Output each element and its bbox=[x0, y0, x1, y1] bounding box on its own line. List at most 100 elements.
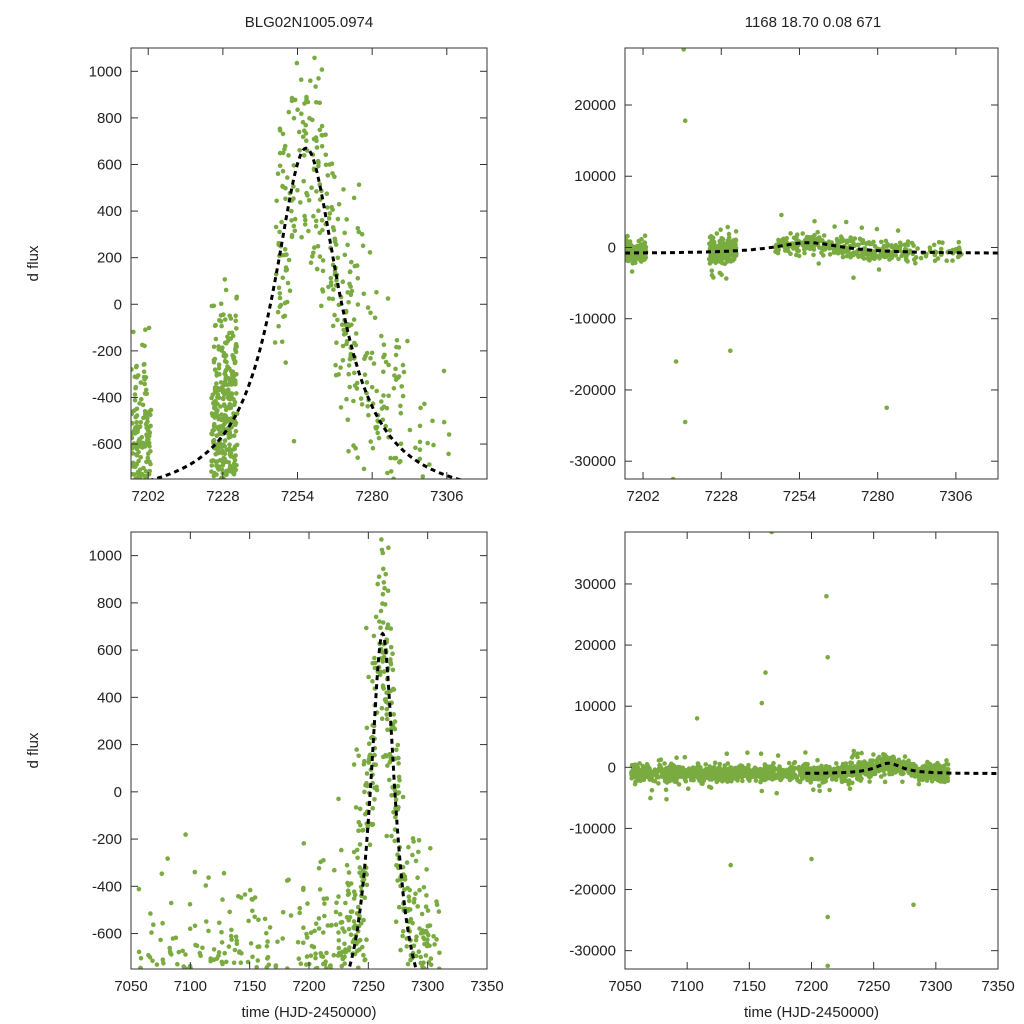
data-point bbox=[725, 761, 731, 766]
data-point bbox=[733, 229, 739, 234]
data-point bbox=[847, 786, 853, 792]
data-point bbox=[641, 777, 647, 782]
data-point bbox=[404, 860, 410, 865]
data-point bbox=[417, 926, 422, 931]
data-point bbox=[815, 757, 820, 763]
data-point bbox=[388, 644, 394, 650]
data-point bbox=[932, 258, 938, 264]
data-point bbox=[748, 773, 754, 779]
data-point bbox=[218, 319, 224, 324]
data-point bbox=[159, 871, 165, 876]
data-point bbox=[344, 339, 350, 344]
data-point bbox=[925, 759, 930, 765]
data-point bbox=[160, 957, 166, 962]
x-tick-label: 7300 bbox=[411, 978, 444, 995]
data-point bbox=[719, 251, 724, 256]
data-point bbox=[227, 397, 233, 402]
data-point bbox=[131, 329, 136, 335]
data-point bbox=[362, 789, 367, 795]
data-point bbox=[319, 67, 325, 72]
data-point bbox=[758, 779, 763, 785]
data-point bbox=[649, 788, 655, 793]
data-point bbox=[893, 242, 899, 248]
data-point bbox=[882, 772, 887, 777]
data-point bbox=[424, 867, 429, 872]
y-tick-label: -10000 bbox=[569, 820, 616, 837]
data-point bbox=[262, 916, 268, 922]
data-point bbox=[274, 198, 280, 204]
data-point bbox=[374, 424, 380, 430]
data-point bbox=[230, 353, 235, 358]
data-point bbox=[328, 275, 334, 281]
data-point bbox=[779, 212, 784, 218]
data-point bbox=[913, 255, 919, 260]
data-point bbox=[362, 957, 368, 962]
data-point bbox=[375, 581, 381, 587]
data-point bbox=[317, 127, 323, 133]
data-point bbox=[381, 580, 387, 585]
data-point bbox=[709, 272, 715, 278]
data-point bbox=[297, 905, 303, 911]
data-point bbox=[803, 767, 808, 772]
data-point bbox=[927, 245, 933, 250]
data-point bbox=[398, 947, 403, 953]
data-point bbox=[316, 926, 322, 931]
data-point bbox=[204, 919, 209, 924]
data-point bbox=[291, 115, 297, 121]
data-point bbox=[640, 763, 646, 769]
data-point bbox=[228, 376, 233, 382]
data-point bbox=[366, 760, 371, 765]
data-point bbox=[223, 472, 229, 477]
data-point bbox=[796, 253, 802, 259]
data-point bbox=[703, 762, 708, 767]
data-point bbox=[385, 470, 390, 476]
data-point bbox=[417, 439, 423, 445]
data-point bbox=[682, 769, 688, 774]
data-point bbox=[417, 423, 423, 429]
x-tick-label: 7250 bbox=[857, 978, 890, 995]
data-point bbox=[802, 247, 807, 252]
data-point bbox=[302, 128, 307, 133]
data-point bbox=[775, 753, 781, 758]
data-point bbox=[745, 750, 750, 755]
data-point bbox=[381, 342, 387, 348]
data-point bbox=[908, 764, 914, 770]
data-point bbox=[372, 655, 377, 661]
data-point bbox=[713, 773, 718, 779]
data-point bbox=[282, 247, 288, 252]
data-point bbox=[216, 395, 222, 401]
x-tick-label: 7200 bbox=[292, 978, 325, 995]
y-tick-label: 400 bbox=[97, 689, 122, 706]
data-point bbox=[282, 146, 287, 152]
y-tick-label: 0 bbox=[608, 239, 616, 256]
data-point bbox=[384, 833, 390, 839]
data-point bbox=[246, 918, 251, 924]
data-point bbox=[730, 242, 735, 248]
data-point bbox=[286, 257, 292, 263]
data-point bbox=[356, 182, 362, 187]
data-point bbox=[345, 880, 350, 886]
data-point bbox=[221, 350, 227, 356]
data-point bbox=[393, 814, 398, 820]
data-point bbox=[279, 219, 284, 225]
data-point bbox=[369, 350, 375, 356]
data-point bbox=[393, 455, 399, 461]
x-tick-label: 7202 bbox=[626, 488, 659, 505]
data-point bbox=[791, 760, 797, 766]
data-point bbox=[708, 234, 714, 239]
data-point bbox=[835, 765, 841, 770]
data-point bbox=[446, 451, 451, 457]
data-point bbox=[141, 369, 147, 375]
data-point bbox=[354, 747, 360, 752]
data-point bbox=[301, 153, 307, 158]
top-right-title: 1168 18.70 0.08 671 bbox=[745, 14, 882, 31]
data-point bbox=[348, 932, 354, 937]
data-point bbox=[341, 187, 346, 192]
data-point bbox=[219, 959, 225, 965]
data-point bbox=[300, 134, 306, 140]
data-point bbox=[359, 402, 365, 407]
data-point bbox=[194, 943, 200, 948]
x-tick-label: 7254 bbox=[783, 488, 816, 505]
data-point bbox=[313, 224, 319, 229]
data-point bbox=[832, 224, 837, 229]
